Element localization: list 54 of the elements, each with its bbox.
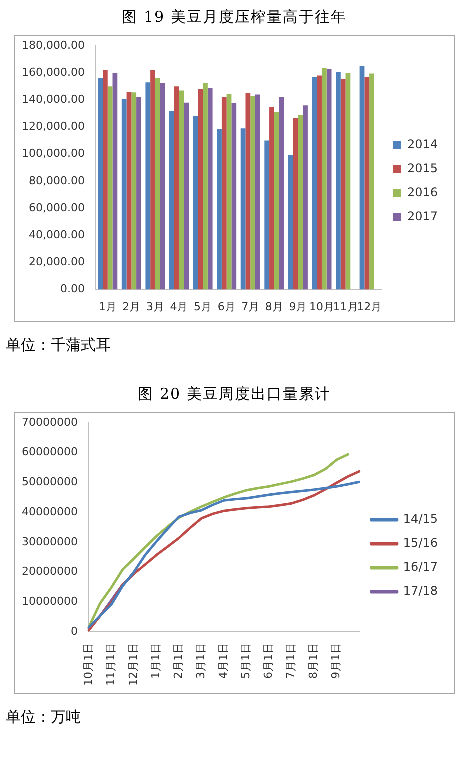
x-tick-label: 1月 [98, 300, 117, 314]
y-tick-label: 0.00 [60, 282, 85, 296]
y-tick-label: 20,000.00 [28, 256, 85, 269]
x-tick-label: 3月 [146, 300, 164, 314]
x-tick-label: 4月1日 [217, 643, 230, 680]
x-tick-label: 8月 [265, 300, 284, 314]
y-tick-label: 140,000.00 [22, 93, 85, 106]
text: 单位：万吨 [6, 708, 82, 727]
y-tick-label: 40000000 [22, 505, 78, 518]
x-tick-label: 7月 [242, 300, 260, 314]
x-tick-label: 8月1日 [307, 643, 320, 680]
x-tick-label: 12月1日 [126, 643, 140, 686]
legend-label: 15/16 [403, 536, 438, 550]
y-tick-label: 180,000.00 [22, 38, 85, 52]
x-tick-label: 11月1日 [104, 643, 118, 686]
legend-label: 2015 [407, 162, 438, 176]
y-tick-label: 30000000 [22, 535, 78, 548]
legend-label: 16/17 [403, 560, 438, 574]
x-tick-label: 6月1日 [262, 643, 276, 680]
x-tick-label: 2月 [122, 300, 141, 314]
x-tick-label: 10月1日 [82, 643, 95, 686]
x-tick-label: 6月 [218, 300, 236, 314]
chart-title: 图 20 美豆周度出口量累计 [137, 385, 332, 404]
x-tick-label: 11月 [333, 300, 358, 314]
chart-title: 图 19 美豆月度压榨量高于往年 [121, 8, 348, 27]
y-tick-label: 40,000.00 [28, 228, 85, 242]
y-tick-label: 160,000.00 [22, 66, 85, 79]
legend-label: 17/18 [403, 584, 438, 598]
x-tick-label: 1月1日 [149, 643, 162, 680]
x-tick-label: 9月1日 [330, 643, 343, 680]
text: 单位：千蒲式耳 [6, 336, 112, 355]
y-tick-label: 100,000.00 [22, 147, 85, 160]
y-tick-label: 50000000 [22, 476, 78, 489]
y-tick-label: 80,000.00 [28, 174, 85, 188]
y-tick-label: 20000000 [22, 565, 78, 578]
x-tick-label: 10月 [309, 300, 334, 314]
x-tick-label: 9月 [289, 300, 308, 314]
x-tick-label: 3月1日 [194, 643, 208, 680]
y-tick-label: 60,000.00 [28, 201, 85, 214]
x-tick-label: 4月 [170, 300, 188, 314]
legend-label: 2016 [407, 186, 438, 200]
y-tick-label: 120,000.00 [22, 120, 85, 134]
x-tick-label: 12月 [357, 300, 382, 314]
y-tick-label: 10000000 [22, 595, 78, 608]
legend-label: 2014 [407, 138, 438, 152]
y-tick-label: 60000000 [22, 446, 78, 459]
x-tick-label: 7月1日 [284, 643, 298, 680]
y-tick-label: 70000000 [22, 416, 78, 429]
x-tick-label: 2月1日 [172, 643, 185, 680]
legend-label: 2017 [407, 210, 438, 224]
y-tick-label: 0 [70, 624, 78, 638]
x-tick-label: 5月1日 [240, 643, 253, 680]
legend-label: 14/15 [403, 512, 438, 526]
x-tick-label: 5月 [194, 300, 212, 314]
